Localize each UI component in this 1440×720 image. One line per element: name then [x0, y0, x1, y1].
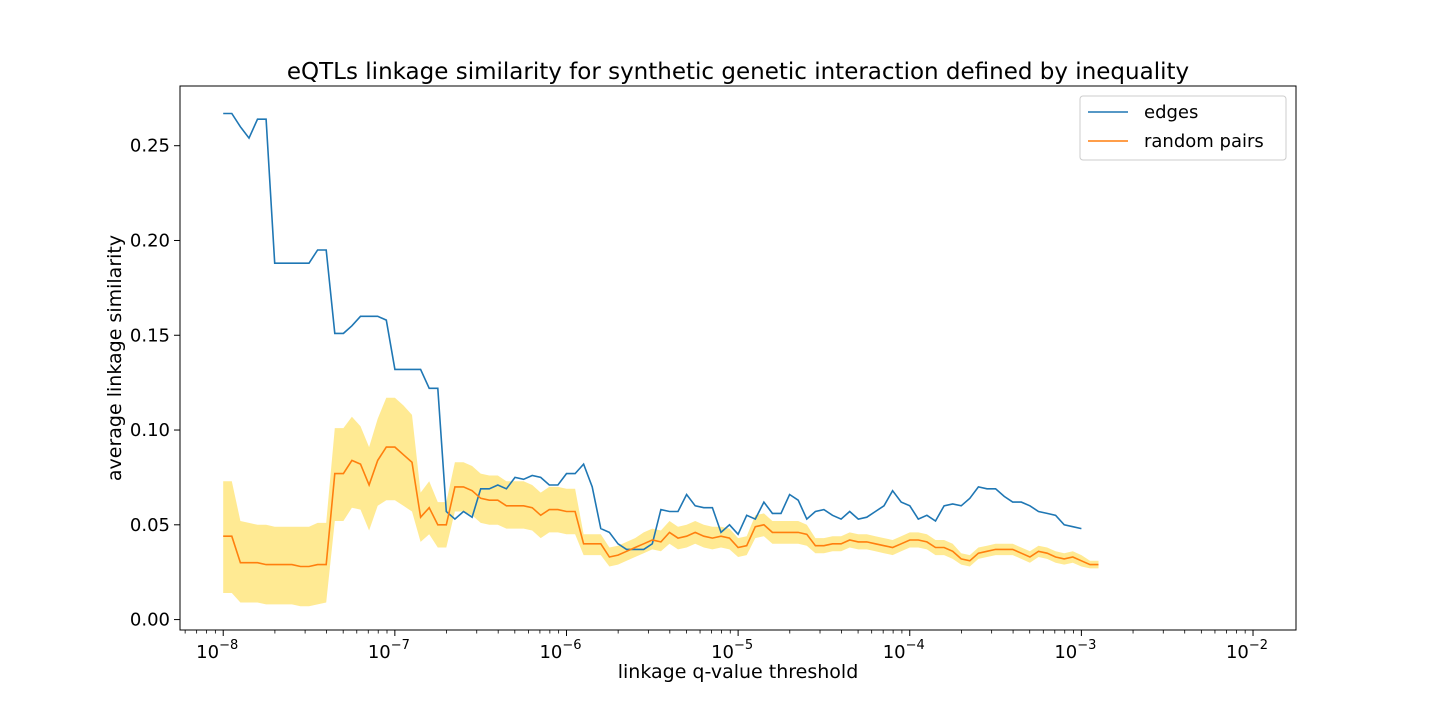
y-axis-ticks: 0.00 0.05 0.10 0.15 0.20 0.25 — [130, 136, 180, 631]
y-axis-label: average linkage similarity — [104, 235, 126, 481]
y-tick-label: 0.15 — [130, 325, 170, 346]
chart-title: eQTLs linkage similarity for synthetic g… — [287, 59, 1189, 85]
x-tick-label: 10−7 — [368, 638, 410, 663]
x-axis-minor-ticks — [184, 630, 1246, 634]
y-tick-label: 0.10 — [130, 420, 170, 441]
legend: edges random pairs — [1079, 95, 1287, 161]
x-tick-label: 10−4 — [883, 638, 925, 663]
edges-line — [223, 112, 1082, 551]
x-axis-ticks: 10−8 10−7 10−6 10−5 10−4 10−3 10−2 — [196, 630, 1268, 663]
y-tick-label: 0.20 — [130, 230, 170, 251]
x-tick-label: 10−3 — [1054, 638, 1096, 663]
plot-area — [223, 112, 1099, 607]
random-pairs-line — [223, 446, 1099, 568]
random-pairs-confidence-band — [223, 397, 1099, 607]
x-tick-label: 10−6 — [539, 638, 581, 663]
legend-label-random-pairs: random pairs — [1144, 131, 1264, 152]
y-tick-label: 0.05 — [130, 515, 170, 536]
x-tick-label: 10−2 — [1226, 638, 1268, 663]
y-tick-label: 0.25 — [130, 136, 170, 157]
y-tick-label: 0.00 — [130, 610, 170, 631]
legend-label-edges: edges — [1144, 102, 1198, 123]
x-axis-label: linkage q-value threshold — [618, 661, 859, 683]
legend-box — [1079, 95, 1287, 161]
x-tick-label: 10−8 — [196, 638, 238, 663]
x-tick-label: 10−5 — [711, 638, 753, 663]
